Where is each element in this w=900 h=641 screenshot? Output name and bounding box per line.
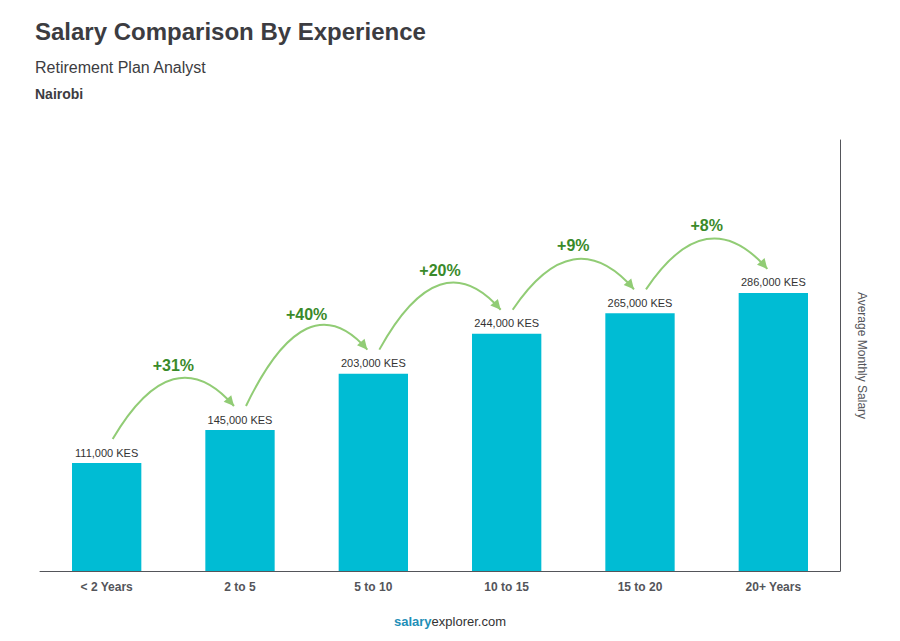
svg-text:+9%: +9% xyxy=(557,237,589,254)
svg-text:Retirement Plan Analyst: Retirement Plan Analyst xyxy=(35,59,206,76)
svg-text:+40%: +40% xyxy=(286,306,327,323)
svg-text:+8%: +8% xyxy=(690,217,722,234)
svg-text:145,000 KES: 145,000 KES xyxy=(208,414,273,426)
svg-text:111,000 KES: 111,000 KES xyxy=(75,447,138,459)
svg-text:Salary Comparison By Experienc: Salary Comparison By Experience xyxy=(35,18,426,45)
svg-text:+31%: +31% xyxy=(153,357,194,374)
svg-text:5 to 10: 5 to 10 xyxy=(354,580,392,594)
svg-text:286,000 KES: 286,000 KES xyxy=(741,276,806,288)
svg-text:Average Monthly Salary: Average Monthly Salary xyxy=(855,292,869,419)
svg-text:+20%: +20% xyxy=(419,262,460,279)
svg-text:203,000 KES: 203,000 KES xyxy=(341,357,406,369)
svg-text:Nairobi: Nairobi xyxy=(35,86,83,102)
svg-text:< 2 Years: < 2 Years xyxy=(81,580,133,594)
svg-text:salary: salary xyxy=(394,614,432,629)
svg-text:2 to 5: 2 to 5 xyxy=(224,580,256,594)
svg-text:explorer.com: explorer.com xyxy=(432,614,506,629)
svg-text:20+ Years: 20+ Years xyxy=(746,580,802,594)
svg-text:244,000 KES: 244,000 KES xyxy=(474,317,539,329)
svg-text:15 to 20: 15 to 20 xyxy=(618,580,663,594)
svg-text:10 to 15: 10 to 15 xyxy=(484,580,529,594)
svg-text:265,000 KES: 265,000 KES xyxy=(608,297,673,309)
